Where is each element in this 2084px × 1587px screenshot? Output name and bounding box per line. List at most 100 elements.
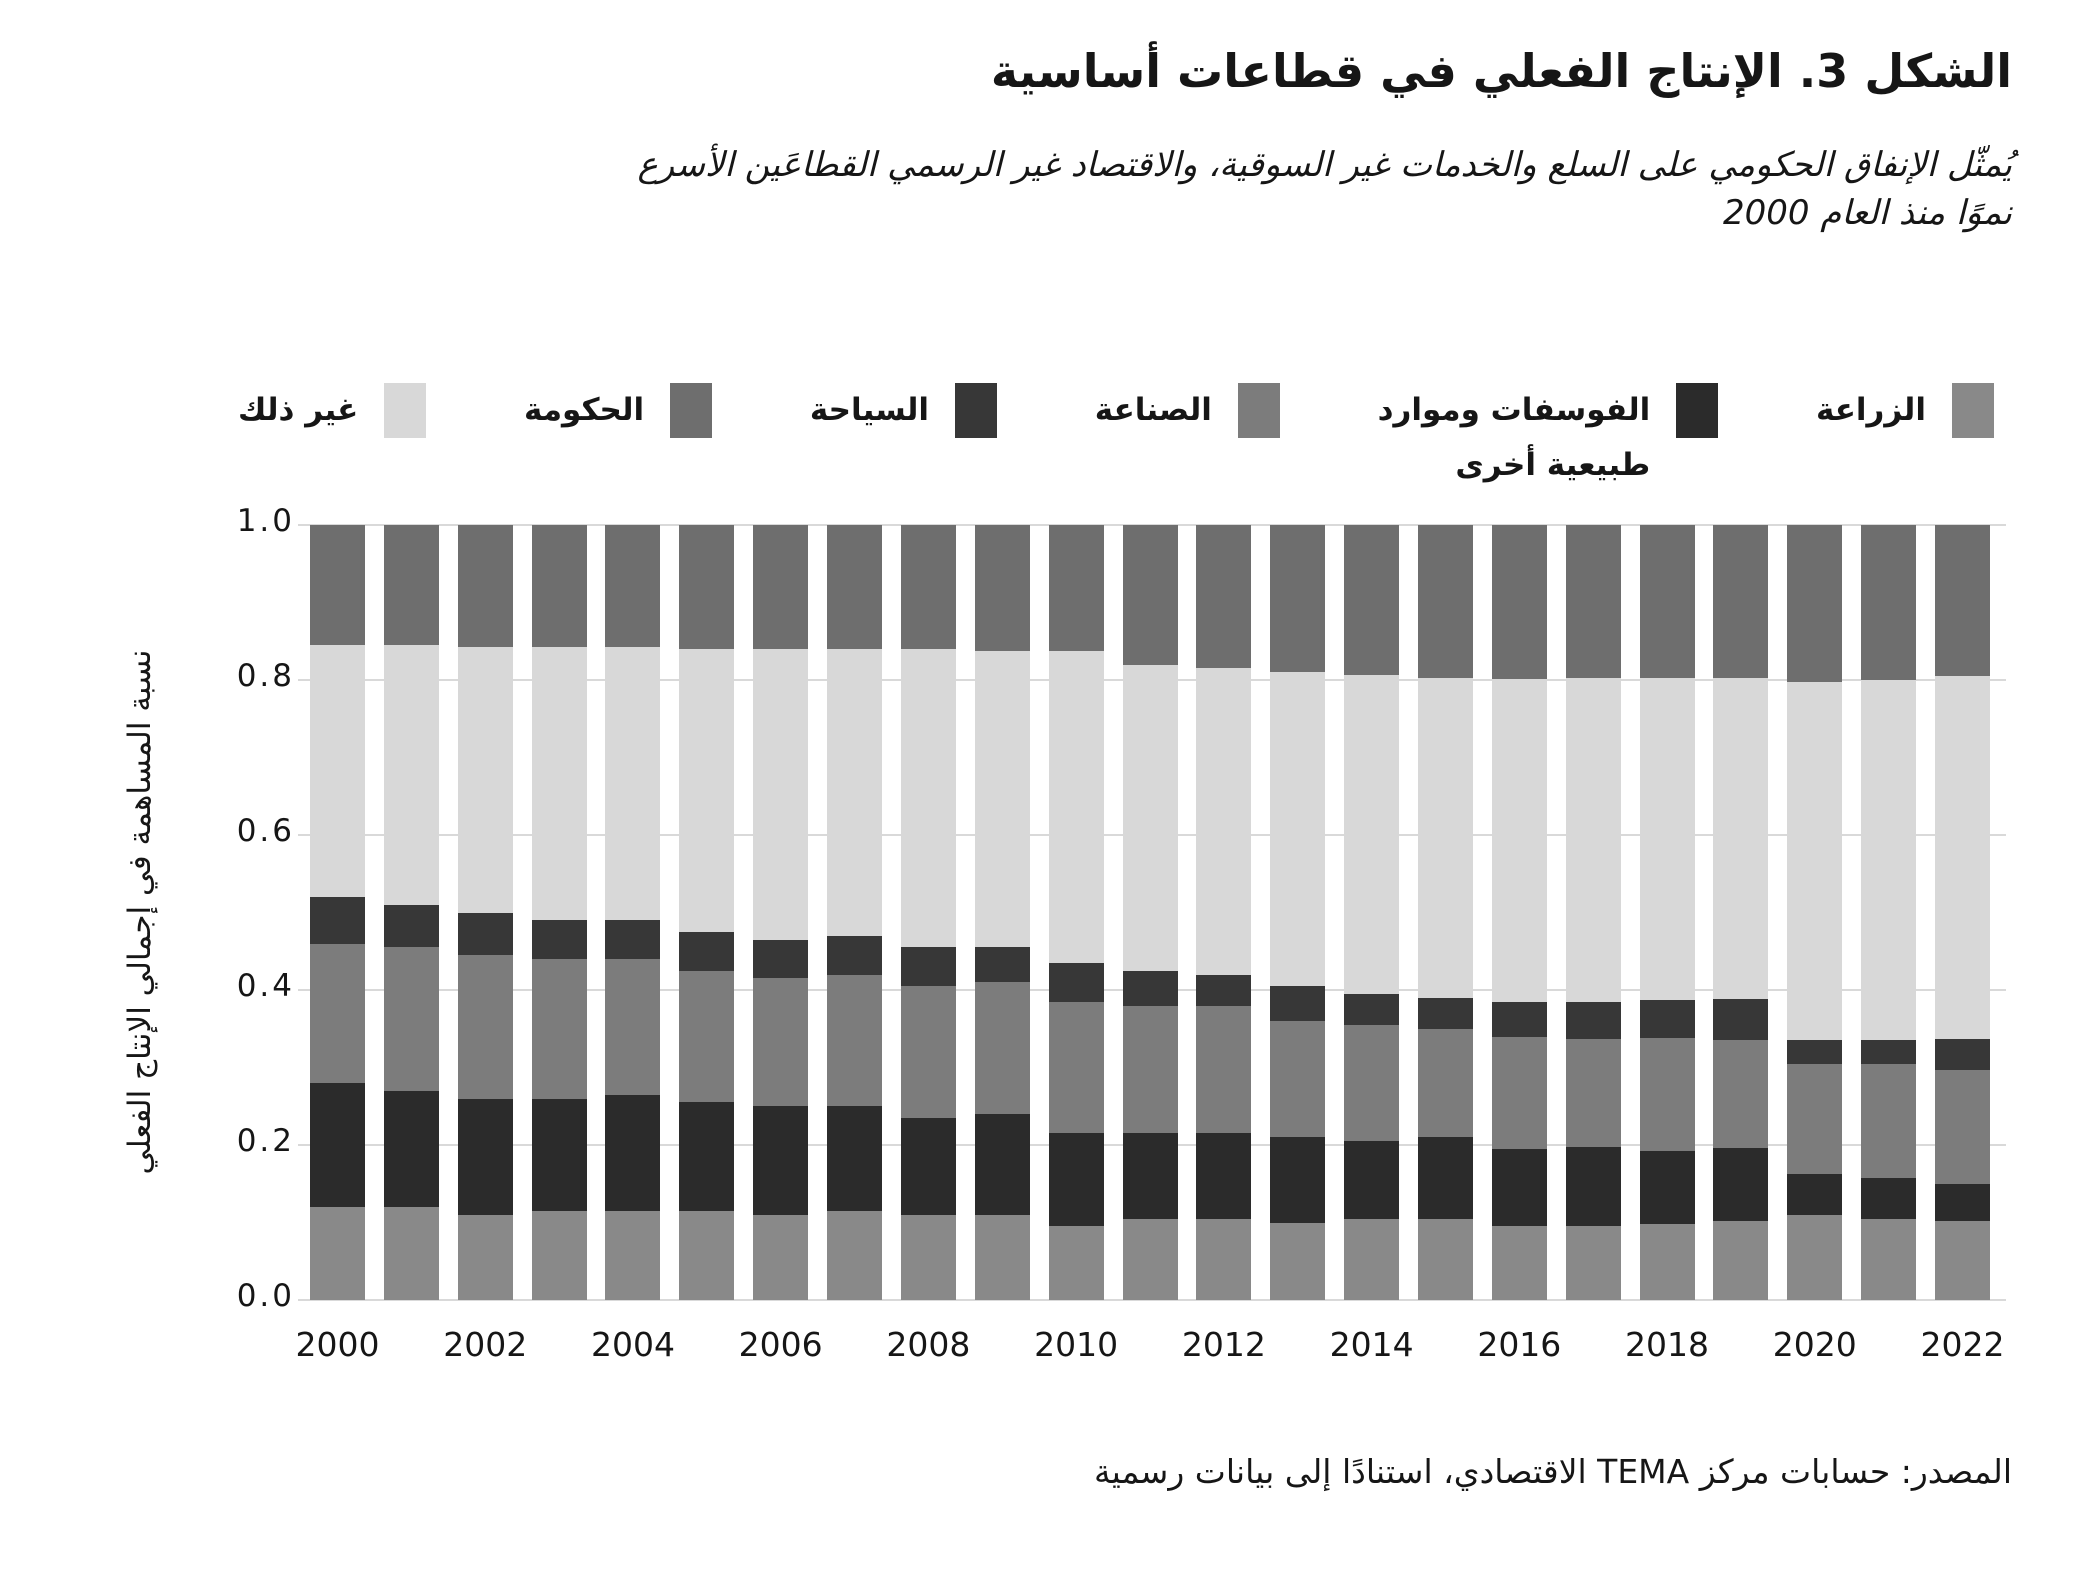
bar-2006 (753, 525, 809, 1300)
bar-segment (1122, 970, 1178, 1006)
bar-segment (1270, 1222, 1326, 1300)
bar-segment (531, 525, 587, 647)
bar-segment (1639, 1151, 1695, 1225)
bar-2014 (1344, 525, 1400, 1300)
bar-segment (1565, 525, 1621, 679)
y-tick-label-0.4: 0.4 (236, 968, 295, 1004)
y-tick-label-0.6: 0.6 (236, 813, 295, 849)
bar-segment (900, 649, 956, 948)
bar-segment (1122, 1133, 1178, 1219)
legend-label: الصناعة (1094, 392, 1212, 428)
x-tick-label-2002: 2002 (443, 1325, 528, 1364)
bar-segment (310, 1207, 365, 1300)
bar-segment (1196, 1218, 1252, 1300)
bar-segment (1417, 1137, 1473, 1219)
legend-swatch (1676, 383, 1719, 438)
x-tick-label-2012: 2012 (1181, 1325, 1266, 1364)
bar-segment (1787, 1214, 1843, 1300)
bar-2019 (1713, 525, 1769, 1300)
bar-segment (1639, 677, 1695, 1001)
bar-segment (1565, 1001, 1621, 1039)
legend-label: السياحة (809, 392, 930, 428)
bar-segment (1861, 1063, 1917, 1179)
y-axis-title: نسبة المساهمة في إجمالي الإنتاج الفعلي (122, 649, 158, 1175)
bar-segment (1196, 974, 1252, 1006)
legend-label: الحكومة (524, 392, 645, 428)
legend-item: الصناعة (1095, 383, 1280, 438)
bar-segment (1787, 1040, 1843, 1065)
bar-segment (679, 525, 735, 649)
bar-segment (457, 1214, 513, 1300)
bar-2015 (1417, 525, 1473, 1300)
bar-segment (1270, 986, 1326, 1021)
bar-segment (383, 947, 439, 1091)
legend-swatch (670, 383, 713, 438)
bar-segment (1270, 525, 1326, 673)
bar-segment (1713, 677, 1769, 1000)
bar-2005 (679, 525, 735, 1300)
bar-segment (1344, 1218, 1400, 1300)
bar-segment (1048, 1133, 1104, 1227)
bar-2012 (1196, 525, 1252, 1300)
bar-2016 (1491, 525, 1547, 1300)
bar-segment (605, 959, 661, 1095)
bar-segment (1565, 678, 1621, 1002)
bar-segment (827, 935, 883, 975)
bar-segment (1270, 672, 1326, 987)
bar-segment (1417, 525, 1473, 678)
bar-segment (1713, 999, 1769, 1041)
bar-segment (605, 646, 661, 921)
bar-segment (1639, 525, 1695, 678)
y-tick-label-0.2: 0.2 (236, 1123, 295, 1159)
bar-segment (974, 650, 1030, 948)
bar-segment (1787, 525, 1843, 682)
bar-segment (1344, 1141, 1400, 1219)
legend-swatch (955, 383, 998, 438)
x-tick-label-2006: 2006 (738, 1325, 823, 1364)
plot-area (298, 524, 2006, 1301)
bar-segment (1935, 1220, 1990, 1300)
gridline-0.0 (298, 1299, 2006, 1301)
figure-subtitle: يُمثّل الإنفاق الحكومي على السلع والخدما… (637, 145, 2012, 233)
legend-item: الفوسفات وموارد طبيعية أخرى (1378, 383, 1719, 493)
x-tick-label-2010: 2010 (1034, 1325, 1119, 1364)
chart-legend: الزراعة الفوسفات وموارد طبيعية أخرى الصناع… (238, 383, 1994, 493)
bar-segment (1861, 525, 1917, 680)
bar-segment (531, 1098, 587, 1211)
bar-2013 (1270, 525, 1326, 1300)
legend-item: الحكومة (524, 383, 713, 438)
bar-segment (310, 645, 365, 897)
bar-2008 (900, 525, 956, 1300)
bar-segment (1344, 525, 1400, 675)
bar-segment (974, 525, 1030, 651)
bar-segment (1270, 1137, 1326, 1223)
bar-segment (1491, 679, 1547, 1002)
bar-segment (753, 978, 809, 1107)
x-tick-label-2020: 2020 (1772, 1325, 1857, 1364)
bar-segment (1787, 681, 1843, 1041)
bar-segment (1861, 680, 1917, 1041)
bar-segment (1122, 1005, 1178, 1134)
bar-segment (1196, 1005, 1252, 1134)
legend-item: السياحة (809, 383, 998, 438)
bar-segment (1344, 993, 1400, 1025)
bar-segment (1713, 1040, 1769, 1149)
bar-segment (1713, 1148, 1769, 1221)
bar-segment (753, 1214, 809, 1300)
bar-segment (753, 649, 809, 940)
bar-segment (1122, 1218, 1178, 1300)
x-tick-label-2000: 2000 (295, 1325, 380, 1364)
bar-segment (1639, 1224, 1695, 1300)
bar-2001 (383, 525, 439, 1300)
bar-segment (457, 1098, 513, 1215)
bar-segment (900, 525, 956, 649)
x-tick-label-2014: 2014 (1329, 1325, 1414, 1364)
legend-label: الزراعة (1815, 392, 1926, 428)
legend-label: الفوسفات وموارد طبيعية أخرى (1377, 392, 1651, 483)
bar-segment (383, 645, 439, 905)
bar-segment (900, 947, 956, 987)
bar-segment (1861, 1218, 1917, 1300)
source-note: المصدر: حسابات مركز TEMA الاقتصادي، استن… (1093, 1452, 2012, 1491)
bar-segment (605, 1210, 661, 1300)
bar-segment (383, 1090, 439, 1207)
